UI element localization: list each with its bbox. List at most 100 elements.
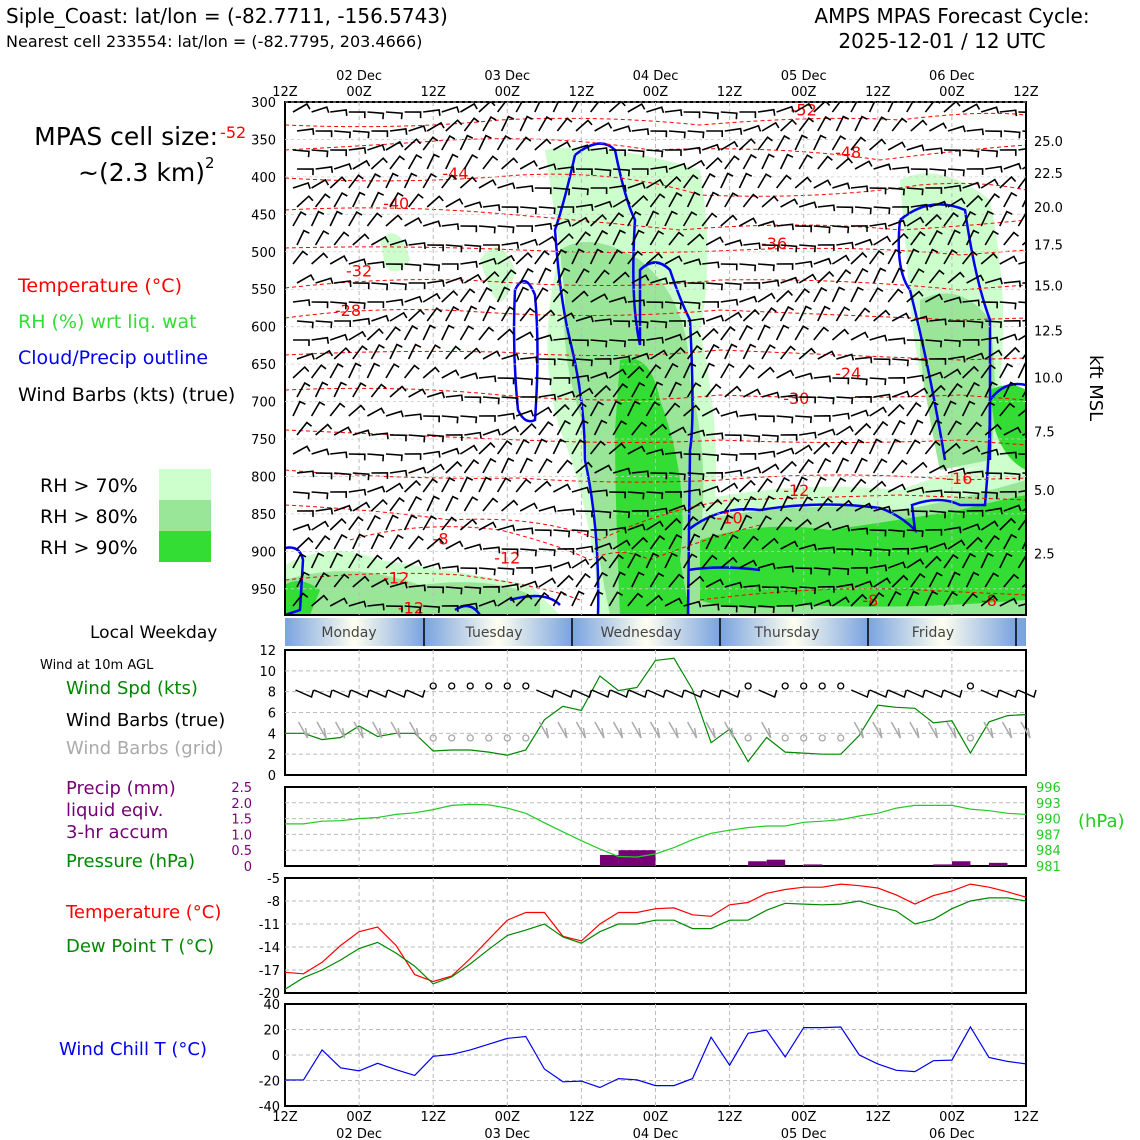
wind-barb <box>445 394 464 402</box>
wind-barb <box>779 345 796 360</box>
wind-barb <box>835 306 851 322</box>
wind-barb <box>516 377 533 386</box>
wind-barb <box>650 130 668 138</box>
calm-circle-grid <box>744 734 752 742</box>
wind-barb <box>631 421 648 436</box>
wind-barb <box>575 168 593 176</box>
wind-barb <box>962 103 981 113</box>
wind-barb <box>664 301 682 310</box>
wind-barb <box>813 375 832 383</box>
wind-barb <box>705 498 723 512</box>
wind-barb <box>649 193 666 208</box>
wind-barb <box>1018 489 1026 493</box>
wind-barb <box>980 178 999 189</box>
surface-wind-barb <box>369 689 389 699</box>
wind-barb <box>571 486 590 494</box>
wind-barb <box>873 393 892 401</box>
windchill-tick-label: 40 <box>263 998 280 1013</box>
wind-barb <box>292 552 307 569</box>
wind-barb <box>389 385 407 398</box>
wind-barb <box>575 572 591 588</box>
wind-barb <box>966 274 985 284</box>
wind-barb <box>389 581 408 589</box>
wind-barb <box>445 198 464 208</box>
wind-barb <box>534 222 553 230</box>
wind-barb <box>687 233 705 246</box>
wind-barb-field <box>292 102 1026 614</box>
wind-barb <box>965 229 980 246</box>
wind-barb <box>426 391 446 399</box>
wind-barb <box>608 442 626 455</box>
surface-wind-barb-grid <box>353 721 364 739</box>
wind-barb <box>329 517 347 531</box>
surface-wind-barb-grid <box>297 721 309 739</box>
surface-wind-barb-grid <box>946 721 957 739</box>
wind-barb <box>757 220 776 228</box>
wind-barb <box>352 159 371 170</box>
surface-wind-barb-grid <box>853 721 865 739</box>
wind-barb <box>590 293 609 303</box>
wind-barb <box>1018 111 1026 113</box>
wind-barb <box>538 505 557 513</box>
wind-barb <box>720 605 738 613</box>
wind-barb <box>612 467 631 475</box>
wind-barb <box>571 374 590 382</box>
wind-barb <box>757 562 776 570</box>
legend-rh70-swatch <box>159 469 211 500</box>
wind-barb <box>1003 130 1021 139</box>
surface-wind-barb-grid <box>983 721 994 739</box>
wind-barb <box>999 149 1017 156</box>
wind-barb <box>892 206 909 213</box>
wind-barb <box>761 434 779 443</box>
wind-barb <box>333 573 350 588</box>
wind-barb <box>496 102 513 113</box>
wind-barb <box>999 517 1016 531</box>
wind-barb <box>589 400 604 417</box>
wind-barb <box>516 566 534 574</box>
wind-barb <box>631 509 649 517</box>
wind-barb <box>516 185 534 193</box>
wind-barb <box>482 585 500 593</box>
wind-barb <box>519 307 536 322</box>
wind-barb <box>334 280 352 288</box>
wind-barb <box>980 594 999 607</box>
surface-wind-barb <box>943 689 963 699</box>
wind-barb <box>891 574 909 588</box>
wind-barb <box>980 552 994 569</box>
kft-tick-label: 5.0 <box>1034 484 1055 499</box>
wind-barb <box>668 381 682 398</box>
wind-barb <box>589 102 606 113</box>
surface-wind-barb <box>888 689 908 699</box>
wind-barb <box>1021 197 1026 208</box>
cycle-date: 2025-12-01 / 12 UTC <box>838 29 1045 53</box>
wind-barb <box>348 488 367 496</box>
wind-barb <box>646 149 664 158</box>
wind-barb <box>367 485 386 493</box>
wind-barb <box>631 470 650 478</box>
wind-barb <box>984 572 1000 588</box>
wind-barb <box>515 409 535 417</box>
wind-barb <box>906 216 925 227</box>
wind-barb <box>947 229 961 246</box>
wind-barb <box>794 176 812 189</box>
kft-tick-label: 15.0 <box>1034 279 1063 294</box>
wind-barb <box>705 314 725 322</box>
wind-barb <box>649 534 666 550</box>
wind-barb <box>296 510 314 517</box>
wind-barb <box>943 149 961 157</box>
wind-barb <box>724 534 739 550</box>
wind-barb <box>776 223 794 231</box>
weekday-wednesday: Wednesday <box>600 625 681 641</box>
wind-barb <box>831 102 848 113</box>
wind-barb <box>947 382 963 398</box>
wind-barb <box>682 174 699 189</box>
legend-precip-2: liquid eqiv. <box>66 800 163 821</box>
wind-barb <box>627 299 646 307</box>
wind-barb <box>980 363 996 379</box>
precip-bar <box>599 854 619 866</box>
wind-barb <box>817 546 836 554</box>
wind-barb <box>739 413 757 421</box>
wind-barb <box>389 282 407 291</box>
wind-barb <box>686 344 703 360</box>
wind-barb <box>538 267 552 284</box>
